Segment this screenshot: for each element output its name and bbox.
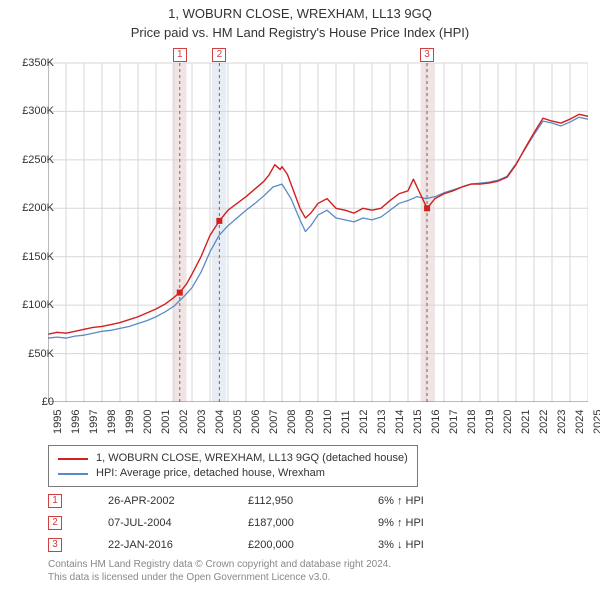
sale-price: £187,000 <box>248 517 378 529</box>
x-tick-label: 2000 <box>142 410 154 434</box>
sale-date: 07-JUL-2004 <box>108 517 248 529</box>
legend-item: HPI: Average price, detached house, Wrex… <box>58 466 408 481</box>
sale-row: 1 26-APR-2002£112,9506% ↑ HPI <box>48 490 498 512</box>
x-tick-label: 2017 <box>448 410 460 434</box>
x-tick-label: 2004 <box>214 410 226 434</box>
x-tick-label: 2024 <box>574 410 586 434</box>
x-tick-label: 1998 <box>106 410 118 434</box>
sale-diff: 9% ↑ HPI <box>378 517 498 529</box>
sale-date: 22-JAN-2016 <box>108 539 248 551</box>
sale-marker-icon: 1 <box>48 494 62 508</box>
legend-item: 1, WOBURN CLOSE, WREXHAM, LL13 9GQ (deta… <box>58 451 408 466</box>
chart-marker-label: 2 <box>212 44 226 62</box>
sale-date: 26-APR-2002 <box>108 495 248 507</box>
x-tick-label: 1996 <box>70 410 82 434</box>
y-tick-label: £200K <box>22 202 54 214</box>
legend-swatch <box>58 473 88 475</box>
y-tick-label: £100K <box>22 299 54 311</box>
chart-marker-label: 1 <box>173 44 187 62</box>
chart-subtitle: Price paid vs. HM Land Registry's House … <box>0 21 600 40</box>
sale-price: £112,950 <box>248 495 378 507</box>
legend-label: 1, WOBURN CLOSE, WREXHAM, LL13 9GQ (deta… <box>96 451 408 466</box>
legend-swatch <box>58 458 88 460</box>
x-tick-label: 2013 <box>376 410 388 434</box>
x-tick-label: 2014 <box>394 410 406 434</box>
x-tick-label: 1997 <box>88 410 100 434</box>
x-tick-label: 1995 <box>52 410 64 434</box>
y-tick-label: £150K <box>22 251 54 263</box>
y-tick-label: £250K <box>22 154 54 166</box>
y-tick-label: £50K <box>28 348 54 360</box>
x-tick-label: 2010 <box>322 410 334 434</box>
chart-svg <box>48 60 588 402</box>
x-tick-label: 2018 <box>466 410 478 434</box>
footer: Contains HM Land Registry data © Crown c… <box>48 558 391 584</box>
x-tick-label: 2022 <box>538 410 550 434</box>
sale-marker-icon: 2 <box>48 516 62 530</box>
x-tick-label: 1999 <box>124 410 136 434</box>
y-tick-label: £350K <box>22 57 54 69</box>
x-tick-label: 2001 <box>160 410 172 434</box>
chart-title: 1, WOBURN CLOSE, WREXHAM, LL13 9GQ <box>0 0 600 21</box>
footer-line1: Contains HM Land Registry data © Crown c… <box>48 558 391 571</box>
x-tick-label: 2011 <box>340 410 352 434</box>
chart-marker-label: 3 <box>420 44 434 62</box>
x-tick-label: 2008 <box>286 410 298 434</box>
x-tick-label: 2003 <box>196 410 208 434</box>
x-tick-label: 2005 <box>232 410 244 434</box>
x-tick-label: 2007 <box>268 410 280 434</box>
sale-row: 3 22-JAN-2016£200,0003% ↓ HPI <box>48 534 498 556</box>
x-tick-label: 2019 <box>484 410 496 434</box>
x-tick-label: 2021 <box>520 410 532 434</box>
footer-line2: This data is licensed under the Open Gov… <box>48 571 391 584</box>
x-tick-label: 2016 <box>430 410 442 434</box>
x-tick-label: 2006 <box>250 410 262 434</box>
y-tick-label: £0 <box>42 396 54 408</box>
x-tick-label: 2015 <box>412 410 424 434</box>
legend-label: HPI: Average price, detached house, Wrex… <box>96 466 325 481</box>
sale-marker-icon: 3 <box>48 538 62 552</box>
x-tick-label: 2023 <box>556 410 568 434</box>
x-tick-label: 2012 <box>358 410 370 434</box>
page-root: 1, WOBURN CLOSE, WREXHAM, LL13 9GQ Price… <box>0 0 600 590</box>
sale-price: £200,000 <box>248 539 378 551</box>
y-tick-label: £300K <box>22 105 54 117</box>
sale-row: 2 07-JUL-2004£187,0009% ↑ HPI <box>48 512 498 534</box>
x-tick-label: 2025 <box>592 410 600 434</box>
x-tick-label: 2002 <box>178 410 190 434</box>
legend: 1, WOBURN CLOSE, WREXHAM, LL13 9GQ (deta… <box>48 445 418 487</box>
sales-table: 1 26-APR-2002£112,9506% ↑ HPI 2 07-JUL-2004… <box>48 490 498 556</box>
sale-diff: 3% ↓ HPI <box>378 539 498 551</box>
x-tick-label: 2009 <box>304 410 316 434</box>
chart-area <box>48 60 588 402</box>
x-tick-label: 2020 <box>502 410 514 434</box>
sale-diff: 6% ↑ HPI <box>378 495 498 507</box>
